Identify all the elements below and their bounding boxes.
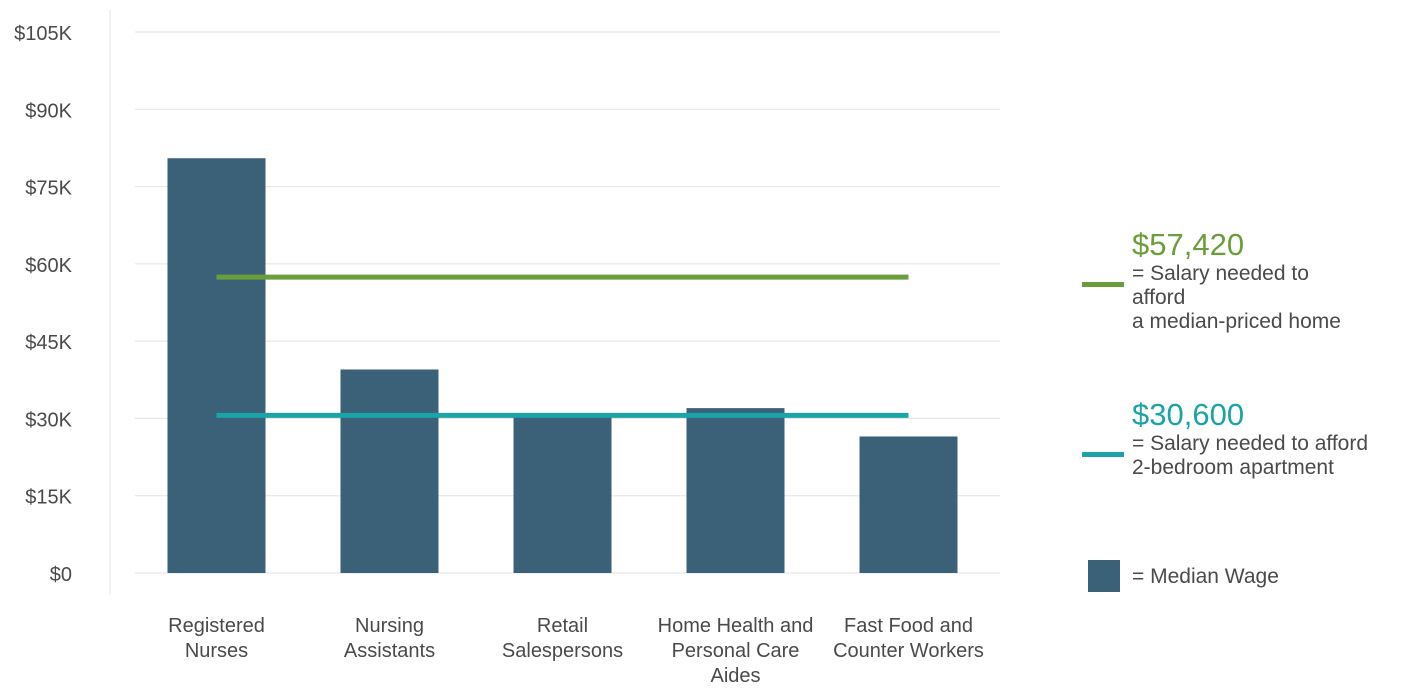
x-tick-label: Assistants [344, 640, 435, 662]
legend-home-desc-line: afford [1132, 286, 1186, 309]
y-tick-label: $30K [25, 409, 72, 431]
y-tick-label: $15K [25, 487, 72, 509]
legend-home-value: $57,420 [1132, 227, 1245, 262]
x-tick-label: Nurses [185, 640, 248, 662]
legend-apartment-desc-line: = Salary needed to afford [1132, 432, 1369, 455]
y-tick-label: $90K [25, 100, 72, 122]
legend-home-swatch [1082, 282, 1124, 287]
x-tick-label: Aides [710, 665, 760, 687]
bar [859, 436, 958, 573]
x-tick-label: Registered [168, 615, 265, 637]
legend-entry-home: $57,420 = Salary needed to afford a medi… [1082, 228, 1412, 334]
x-tick-label: Salespersons [502, 640, 623, 662]
legend-wage-swatch [1088, 560, 1120, 592]
legend-entry-apartment: $30,600 = Salary needed to afford 2-bedr… [1082, 398, 1412, 480]
x-tick-label: Personal Care [672, 640, 800, 662]
bar [167, 158, 266, 573]
legend-apartment-desc-line: 2-bedroom apartment [1132, 456, 1334, 479]
bar [513, 413, 612, 573]
x-tick-label: Nursing [355, 615, 424, 637]
x-tick-label: Fast Food and [844, 615, 973, 637]
bar [686, 408, 785, 573]
y-tick-label: $60K [25, 255, 72, 277]
bar [340, 369, 439, 573]
y-tick-label: $45K [25, 332, 72, 354]
y-tick-label: $75K [25, 178, 72, 200]
legend-apartment-value: $30,600 [1132, 397, 1245, 432]
legend-entry-wage: = Median Wage [1082, 560, 1412, 594]
y-tick-label: $0 [50, 564, 72, 586]
legend-apartment-swatch [1082, 452, 1124, 457]
x-tick-label: Retail [537, 615, 588, 637]
x-tick-label: Counter Workers [833, 640, 984, 662]
legend-wage-desc: = Median Wage [1132, 565, 1279, 588]
y-tick-label: $105K [14, 23, 72, 45]
legend-home-desc: = Salary needed to afford a median-price… [1132, 262, 1412, 334]
x-tick-label: Home Health and [658, 615, 814, 637]
legend-home-desc-line: a median-priced home [1132, 310, 1341, 333]
legend-apartment-desc: = Salary needed to afford 2-bedroom apar… [1132, 432, 1412, 480]
legend-home-desc-line: = Salary needed to [1132, 262, 1309, 285]
